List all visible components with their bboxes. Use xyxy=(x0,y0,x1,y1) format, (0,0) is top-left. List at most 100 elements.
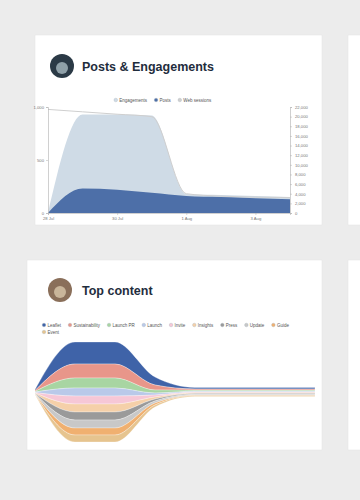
legend-label: Launch PR xyxy=(113,323,136,328)
legend-item: Update xyxy=(245,323,265,328)
tick-mark xyxy=(46,213,48,214)
tick-mark xyxy=(186,213,187,215)
legend-swatch xyxy=(114,98,118,102)
plot-area xyxy=(48,109,290,213)
tick-label: 1 Aug xyxy=(181,216,192,221)
axis-line xyxy=(291,108,293,214)
legend-item: Web sessions xyxy=(178,98,212,103)
legend-swatch xyxy=(193,323,197,327)
legend-label: Web sessions xyxy=(183,98,212,103)
legend-label: Engagements xyxy=(119,98,148,103)
legend-label: Sustainability xyxy=(74,323,101,328)
tick: 0 xyxy=(290,211,298,216)
tick-label: 16,000 xyxy=(295,134,308,139)
chart: Top content Leaflet Sustainability Launch P… xyxy=(35,284,315,442)
tick-mark xyxy=(290,146,292,147)
tick-mark xyxy=(46,107,48,108)
legend-item: Sustainability xyxy=(68,323,101,328)
tick: 2,000 xyxy=(290,201,306,206)
legend-swatch xyxy=(68,323,72,327)
legend-label: Press xyxy=(226,323,238,328)
card xyxy=(348,260,360,450)
legend-item: Press xyxy=(221,323,239,328)
legend-swatch xyxy=(107,323,111,327)
tick: 3 Aug xyxy=(251,213,262,221)
avatar-detail xyxy=(54,286,66,298)
legend-swatch xyxy=(42,323,46,327)
legend-swatch xyxy=(245,323,249,327)
background xyxy=(0,0,360,500)
tick-mark xyxy=(46,160,48,161)
x-axis: 28 Jul30 Jul1 Aug3 Aug xyxy=(43,213,291,221)
card xyxy=(348,35,360,225)
title: Top content xyxy=(82,284,153,298)
tick: 16,000 xyxy=(290,134,308,139)
tick: 20,000 xyxy=(290,114,308,119)
tick-mark xyxy=(255,213,256,215)
legend-swatch xyxy=(221,323,225,327)
tick: 30 Jul xyxy=(112,213,123,221)
legend-label: Launch xyxy=(147,323,162,328)
tick-mark xyxy=(48,213,49,215)
tick: 22,000 xyxy=(290,105,308,110)
tick-label: 4,000 xyxy=(295,192,306,197)
legend-swatch xyxy=(178,98,182,102)
legend-label: Event xyxy=(48,330,60,335)
avatar xyxy=(48,278,72,302)
legend-item: Leaflet xyxy=(42,323,62,328)
tick-mark xyxy=(290,107,292,108)
tick-label: 1,000 xyxy=(34,105,45,110)
legend-item: Guide xyxy=(272,323,290,328)
tick-mark xyxy=(290,174,292,175)
tick-mark xyxy=(290,184,292,185)
tick-label: 14,000 xyxy=(295,143,308,148)
tick-mark xyxy=(290,117,292,118)
y2-axis: 0 2,000 4,000 6,000 8,000 10,000 12,000 14,000 1… xyxy=(290,105,308,216)
tick-label: 20,000 xyxy=(295,114,308,119)
card xyxy=(35,35,322,225)
legend: LeafletSustainabilityLaunch PRLaunchInvi… xyxy=(42,323,289,335)
title: Posts & Engagements xyxy=(82,60,214,74)
legend-swatch xyxy=(142,323,146,327)
tick-mark xyxy=(290,165,292,166)
axis-line xyxy=(46,108,49,214)
tick: 12,000 xyxy=(290,153,308,158)
axis-line xyxy=(49,214,291,216)
legend-item: Engagements xyxy=(114,98,148,103)
tick: 8,000 xyxy=(290,172,306,177)
legend-swatch xyxy=(42,330,46,334)
stream-layer xyxy=(35,394,315,435)
avatar-detail xyxy=(56,62,68,74)
tick: 14,000 xyxy=(290,143,308,148)
tick-label: 2,000 xyxy=(295,201,306,206)
tick-label: 10,000 xyxy=(295,163,308,168)
y-axis: 05001,000 xyxy=(34,105,49,216)
legend-item: Launch xyxy=(142,323,163,328)
legend-label: Posts xyxy=(160,98,172,103)
stream-layer xyxy=(35,394,315,442)
tick: 1,000 xyxy=(34,105,48,110)
tick-mark xyxy=(290,203,292,204)
legend-label: Guide xyxy=(277,323,290,328)
legend: Engagements Posts Web sessions xyxy=(114,98,212,103)
legend-item: Insights xyxy=(193,323,215,328)
legend-item: Posts xyxy=(154,98,171,103)
legend-item: Event xyxy=(42,330,60,335)
tick-label: 22,000 xyxy=(295,105,308,110)
legend-swatch xyxy=(272,323,276,327)
tick-label: 0 xyxy=(295,211,298,216)
tick-label: 18,000 xyxy=(295,124,308,129)
tick-mark xyxy=(290,126,292,127)
tick-mark xyxy=(290,136,292,137)
tick-mark xyxy=(117,213,118,215)
tick-label: 3 Aug xyxy=(251,216,262,221)
tick-label: 8,000 xyxy=(295,172,306,177)
tick: 18,000 xyxy=(290,124,308,129)
tick: 10,000 xyxy=(290,163,308,168)
tick-label: 30 Jul xyxy=(112,216,123,221)
tick: 1 Aug xyxy=(181,213,192,221)
tick-label: 6,000 xyxy=(295,182,306,187)
tick: 4,000 xyxy=(290,192,306,197)
plot-area xyxy=(35,342,315,442)
tick: 6,000 xyxy=(290,182,306,187)
